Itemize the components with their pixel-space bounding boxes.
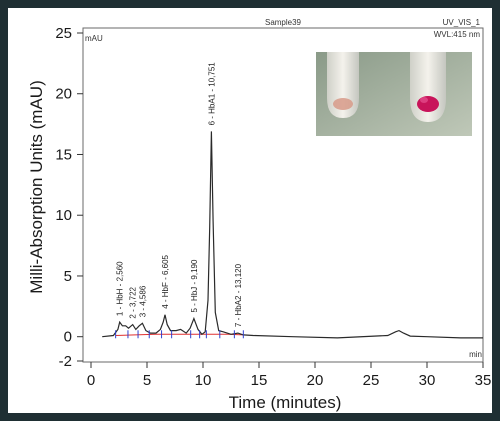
tube-photo (316, 52, 472, 136)
peak-label: 5 - HbJ - 9,190 (190, 259, 199, 312)
peak-label: 2 - 3,722 (129, 286, 138, 318)
peak-label: 1 - HbH - 2,560 (116, 261, 125, 316)
channel-label: UV_VIS_1 (443, 18, 481, 27)
wavelength-label: WVL:415 nm (434, 30, 481, 39)
x-tick-label: 35 (475, 372, 492, 389)
peak-label: 7 - HbA2 - 13,120 (234, 263, 243, 327)
y-tick-label: 10 (55, 207, 72, 224)
y-unit-label: mAU (85, 34, 103, 43)
tube-right-sample (417, 96, 439, 112)
chart-title: Sample39 (265, 18, 302, 27)
y-tick-label: 0 (64, 329, 72, 346)
plot-frame (82, 27, 484, 363)
x-tick-label: 25 (363, 372, 380, 389)
chromatogram-trace (102, 131, 483, 339)
y-tick-label: 15 (55, 146, 72, 163)
y-tick-label: 5 (64, 268, 72, 285)
peak-label: 3 - 4,586 (138, 285, 147, 317)
x-unit-label: min (469, 350, 482, 359)
x-tick-label: 30 (419, 372, 436, 389)
x-tick-label: 5 (143, 372, 151, 389)
y-tick-label: -2 (59, 353, 72, 370)
x-tick-label: 15 (251, 372, 268, 389)
x-tick-label: 10 (195, 372, 212, 389)
x-axis-title: Time (minutes) (229, 393, 342, 412)
y-axis-title: Milli-Absorption Units (mAU) (27, 80, 46, 293)
x-tick-label: 0 (87, 372, 95, 389)
tube-left-sample (333, 98, 353, 110)
x-tick-label: 20 (307, 372, 324, 389)
peak-label: 6 - HbA1 - 10,751 (207, 62, 216, 126)
y-tick-label: 25 (55, 25, 72, 42)
peak-label: 4 - HbF - 6,605 (161, 254, 170, 308)
y-tick-label: 20 (55, 86, 72, 103)
